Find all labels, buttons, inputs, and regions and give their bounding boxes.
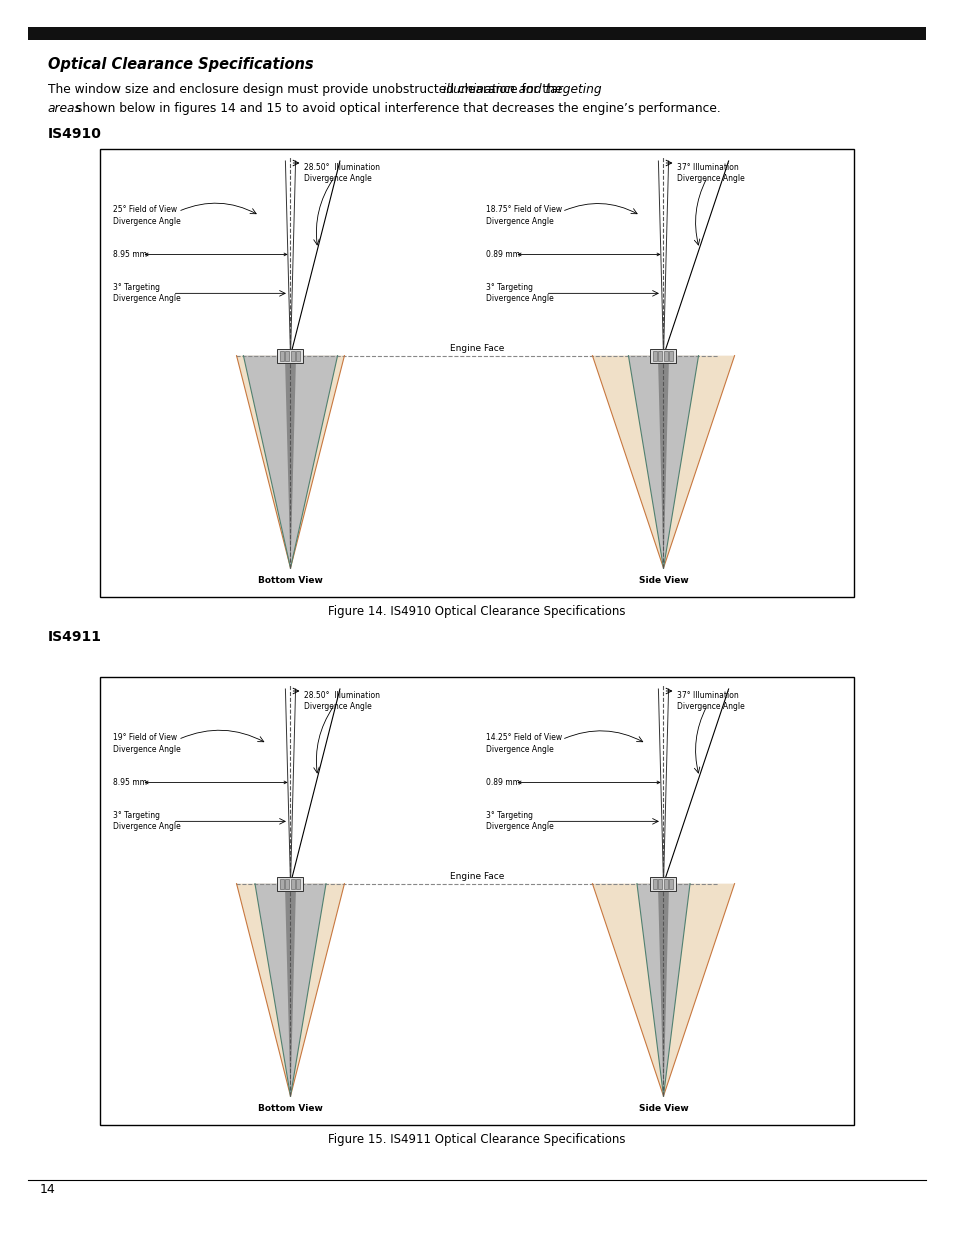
Text: 37° Illumination
Divergence Angle: 37° Illumination Divergence Angle (677, 692, 744, 711)
Text: Figure 14. IS4910 Optical Clearance Specifications: Figure 14. IS4910 Optical Clearance Spec… (328, 605, 625, 618)
Text: IS4910: IS4910 (48, 127, 102, 141)
Bar (669, 878, 673, 889)
Text: Side View: Side View (638, 576, 688, 585)
Bar (296, 351, 300, 361)
Bar (658, 351, 661, 361)
Text: 14: 14 (40, 1183, 55, 1195)
Bar (669, 351, 673, 361)
Text: 25° Field of View
Divergence Angle: 25° Field of View Divergence Angle (112, 205, 180, 226)
Text: Engine Face: Engine Face (450, 872, 503, 881)
Text: shown below in figures 14 and 15 to avoid optical interference that decreases th: shown below in figures 14 and 15 to avoi… (72, 103, 720, 115)
Text: 3° Targeting
Divergence Angle: 3° Targeting Divergence Angle (112, 283, 180, 304)
Text: 28.50°  Illumination
Divergence Angle: 28.50° Illumination Divergence Angle (304, 163, 380, 183)
Text: illumination and targeting: illumination and targeting (443, 83, 601, 96)
Polygon shape (243, 356, 337, 568)
Bar (280, 878, 284, 889)
Text: Bottom View: Bottom View (258, 576, 323, 585)
Bar (664, 351, 668, 361)
Text: 8.95 mm: 8.95 mm (112, 249, 147, 259)
Text: 0.89 mm: 0.89 mm (485, 249, 519, 259)
Bar (650, 877, 676, 890)
Bar (285, 351, 289, 361)
Bar (280, 351, 284, 361)
Bar (650, 348, 676, 363)
Polygon shape (236, 356, 344, 568)
Text: Bottom View: Bottom View (258, 1104, 323, 1113)
Text: 37° Illumination
Divergence Angle: 37° Illumination Divergence Angle (677, 163, 744, 183)
Text: Side View: Side View (638, 1104, 688, 1113)
Bar (292, 878, 295, 889)
Polygon shape (236, 883, 344, 1095)
Polygon shape (637, 883, 689, 1095)
Text: 0.89 mm: 0.89 mm (485, 778, 519, 787)
Bar (653, 878, 657, 889)
Text: Engine Face: Engine Face (450, 343, 503, 353)
Text: 18.75° Field of View
Divergence Angle: 18.75° Field of View Divergence Angle (485, 205, 561, 226)
Text: 19° Field of View
Divergence Angle: 19° Field of View Divergence Angle (112, 734, 180, 753)
Bar (277, 348, 303, 363)
Bar (100, 149, 853, 597)
Bar (28, 27, 925, 40)
Polygon shape (592, 883, 734, 1095)
Text: 8.95 mm: 8.95 mm (112, 778, 147, 787)
Bar (292, 351, 295, 361)
Text: 3° Targeting
Divergence Angle: 3° Targeting Divergence Angle (485, 811, 553, 831)
Polygon shape (254, 883, 326, 1095)
Text: The window size and enclosure design must provide unobstructed clearance for the: The window size and enclosure design mus… (48, 83, 566, 96)
Polygon shape (628, 356, 698, 568)
Bar (296, 878, 300, 889)
Text: 3° Targeting
Divergence Angle: 3° Targeting Divergence Angle (485, 283, 553, 304)
Bar (285, 878, 289, 889)
Text: Figure 15. IS4911 Optical Clearance Specifications: Figure 15. IS4911 Optical Clearance Spec… (328, 1132, 625, 1146)
Text: Optical Clearance Specifications: Optical Clearance Specifications (48, 57, 314, 72)
Text: IS4911: IS4911 (48, 630, 102, 643)
Bar (100, 677, 853, 1125)
Bar (277, 877, 303, 890)
Text: 3° Targeting
Divergence Angle: 3° Targeting Divergence Angle (112, 811, 180, 831)
Text: 14.25° Field of View
Divergence Angle: 14.25° Field of View Divergence Angle (485, 734, 561, 753)
Bar (658, 878, 661, 889)
Text: areas: areas (48, 103, 82, 115)
Polygon shape (658, 883, 668, 1095)
Bar (664, 878, 668, 889)
Polygon shape (285, 883, 295, 1095)
Bar (653, 351, 657, 361)
Text: 28.50°  Illumination
Divergence Angle: 28.50° Illumination Divergence Angle (304, 692, 380, 711)
Polygon shape (592, 356, 734, 568)
Polygon shape (658, 356, 668, 568)
Polygon shape (285, 356, 295, 568)
